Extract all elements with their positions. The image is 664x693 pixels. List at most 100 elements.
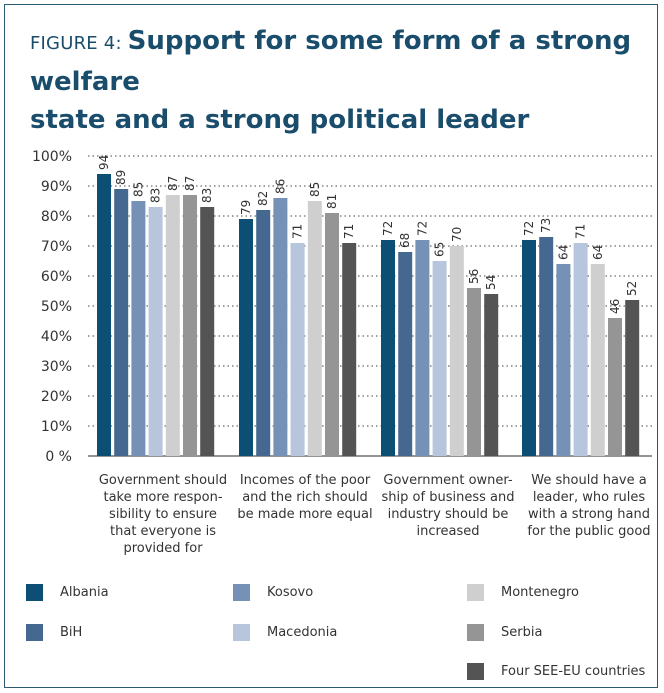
bar <box>432 261 447 456</box>
data-label: 83 <box>149 188 163 203</box>
category-label-line: that everyone is <box>110 524 216 539</box>
bar <box>573 243 588 456</box>
data-label: 65 <box>433 242 447 257</box>
category-label-line: increased <box>416 524 480 539</box>
category-label-line: provided for <box>123 541 203 556</box>
bar <box>307 201 322 456</box>
bar <box>539 237 554 456</box>
figure-title-line1: Support for some form of a strong welfar… <box>30 26 632 97</box>
legend-swatch <box>233 584 250 601</box>
bar <box>449 246 464 456</box>
data-label: 56 <box>467 269 481 284</box>
category-label: Incomes of the poor and the rich should be… <box>230 472 380 523</box>
category-label-line: sibility to ensure <box>109 507 217 522</box>
category-label: Government should take more respon-sibili… <box>88 472 238 557</box>
category-label: Government owner-ship of business and ind… <box>373 472 523 540</box>
data-label: 71 <box>574 224 588 239</box>
y-tick-label: 90% <box>41 179 72 195</box>
bar <box>183 195 197 456</box>
legend-label: Kosovo <box>267 585 314 600</box>
data-label: 89 <box>114 170 128 185</box>
legend-label: Albania <box>60 585 109 600</box>
data-label: 71 <box>291 224 305 239</box>
legend-label: Serbia <box>501 625 543 640</box>
data-label: 70 <box>450 227 464 242</box>
y-tick-label: 30% <box>41 359 72 375</box>
category-label-line: We should have a <box>531 473 647 488</box>
bar <box>381 240 395 456</box>
data-label: 72 <box>415 221 429 236</box>
y-tick-label: 0 % <box>45 449 72 465</box>
y-tick-label: 40% <box>41 329 72 345</box>
bar <box>290 243 305 456</box>
legend-swatch <box>233 624 250 641</box>
data-label: 85 <box>308 182 322 197</box>
category-label-line: with a strong hand <box>527 507 650 522</box>
data-label: 87 <box>183 176 197 191</box>
data-label: 72 <box>522 221 536 236</box>
data-label: 87 <box>166 176 180 191</box>
legend-swatch <box>26 624 43 641</box>
data-label: 85 <box>131 182 145 197</box>
data-label: 81 <box>325 194 339 209</box>
legend-swatch <box>467 624 484 641</box>
y-tick-label: 10% <box>41 419 72 435</box>
bar <box>97 174 111 456</box>
bar <box>484 294 499 456</box>
category-label-line: Government owner- <box>383 473 513 488</box>
data-label: 83 <box>200 188 214 203</box>
legend-label: Montenegro <box>501 585 580 600</box>
figure-prefix: FIGURE 4: <box>30 33 128 54</box>
y-tick-label: 100% <box>32 149 72 165</box>
bar <box>556 264 571 456</box>
figure-title-line2: state and a strong political leader <box>30 105 530 135</box>
data-label: 72 <box>381 221 395 236</box>
data-label: 86 <box>273 179 287 194</box>
y-tick-label: 80% <box>41 209 72 225</box>
bar <box>325 213 339 456</box>
category-label: We should have a leader, who rules with a … <box>514 472 664 540</box>
bar <box>398 252 413 456</box>
figure-title: FIGURE 4: Support for some form of a str… <box>30 22 650 139</box>
data-label: 52 <box>625 281 639 296</box>
bar <box>239 219 253 456</box>
bar <box>590 264 605 456</box>
category-label-line: ship of business and <box>381 490 515 505</box>
bar <box>256 210 271 456</box>
category-label-line: Incomes of the poor <box>239 473 371 488</box>
y-tick-label: 70% <box>41 239 72 255</box>
y-tick-label: 50% <box>41 299 72 315</box>
bar <box>273 198 288 456</box>
legend-swatch <box>467 584 484 601</box>
y-tick-label: 60% <box>41 269 72 285</box>
legend-swatch <box>467 663 484 680</box>
data-label: 64 <box>591 245 605 260</box>
category-label-line: take more respon- <box>103 490 223 505</box>
data-label: 46 <box>608 299 622 314</box>
category-label-line: leader, who rules <box>532 490 646 505</box>
data-label: 73 <box>539 218 553 233</box>
legend-swatch <box>26 584 43 601</box>
y-tick-label: 20% <box>41 389 72 405</box>
category-label-line: be made more equal <box>237 507 373 522</box>
category-label-line: and the rich should <box>242 490 368 505</box>
bar <box>608 318 622 456</box>
bar <box>165 195 180 456</box>
bar <box>625 300 640 456</box>
category-label-line: Government should <box>98 473 228 488</box>
category-label-line: industry should be <box>387 507 509 522</box>
data-label: 71 <box>342 224 356 239</box>
bar <box>467 288 481 456</box>
bar <box>342 243 357 456</box>
bar <box>415 240 430 456</box>
bar <box>522 240 536 456</box>
data-label: 68 <box>398 233 412 248</box>
data-label: 94 <box>97 155 111 170</box>
category-label-line: for the public good <box>527 524 651 539</box>
data-label: 82 <box>256 191 270 206</box>
data-label: 64 <box>556 245 570 260</box>
bar <box>200 207 215 456</box>
bar <box>114 189 129 456</box>
data-label: 79 <box>239 200 253 215</box>
